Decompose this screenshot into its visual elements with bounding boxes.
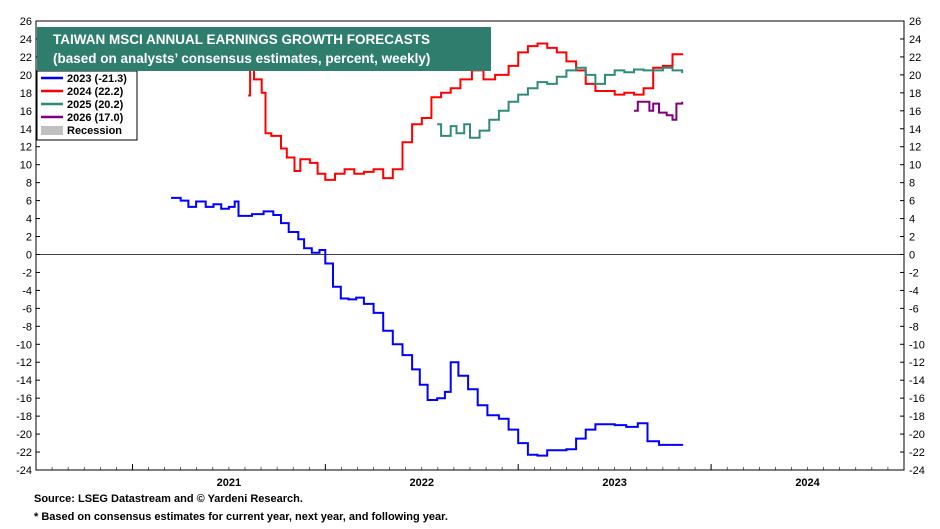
x-tick-label: 2021 xyxy=(217,477,241,489)
y-tick-label-right: 14 xyxy=(909,124,921,136)
y-tick-label-right: 16 xyxy=(909,106,921,118)
y-tick-label-right: -16 xyxy=(909,393,925,405)
y-tick-label-left: 6 xyxy=(26,196,32,208)
x-tick-label: 2023 xyxy=(602,477,626,489)
y-tick-label-right: 22 xyxy=(909,52,921,64)
y-tick-label-left: -20 xyxy=(16,429,32,441)
y-tick-label-right: 4 xyxy=(909,214,915,226)
y-tick-label-right: -4 xyxy=(909,285,919,297)
y-tick-label-left: 18 xyxy=(20,88,32,100)
y-tick-label-left: -22 xyxy=(16,447,32,459)
y-tick-label-right: 12 xyxy=(909,142,921,154)
chart-title-box: TAIWAN MSCI ANNUAL EARNINGS GROWTH FOREC… xyxy=(37,27,491,71)
y-tick-label-right: 24 xyxy=(909,34,921,46)
legend-label: 2026 (17.0) xyxy=(67,112,124,124)
y-tick-label-right: 18 xyxy=(909,88,921,100)
y-tick-label-left: 4 xyxy=(26,214,32,226)
y-tick-label-right: -8 xyxy=(909,321,919,333)
legend-label: 2025 (20.2) xyxy=(67,99,124,111)
y-tick-label-left: -18 xyxy=(16,411,32,423)
legend: 2023 (-21.3)2024 (22.2)2025 (20.2)2026 (… xyxy=(36,70,138,141)
legend-swatch-recession xyxy=(41,126,63,135)
y-tick-label-right: 26 xyxy=(909,16,921,28)
y-tick-label-left: 16 xyxy=(20,106,32,118)
y-axis-left: 26242220181614121086420-2-4-6-8-10-12-14… xyxy=(16,16,40,477)
y-tick-label-left: 20 xyxy=(20,70,32,82)
y-tick-label-left: 14 xyxy=(20,124,32,136)
y-tick-label-right: 10 xyxy=(909,160,921,172)
y-tick-label-right: -12 xyxy=(909,357,925,369)
y-tick-label-right: -14 xyxy=(909,375,925,387)
y-tick-label-right: 8 xyxy=(909,178,915,190)
y-tick-label-left: -8 xyxy=(22,321,32,333)
y-tick-label-left: -2 xyxy=(22,267,32,279)
source-note: Source: LSEG Datastream and © Yardeni Re… xyxy=(34,493,303,505)
y-tick-label-right: 20 xyxy=(909,70,921,82)
footnote: * Based on consensus estimates for curre… xyxy=(34,511,448,523)
y-tick-label-right: 0 xyxy=(909,249,915,261)
y-tick-label-right: -10 xyxy=(909,339,925,351)
chart-title: TAIWAN MSCI ANNUAL EARNINGS GROWTH FOREC… xyxy=(53,32,430,47)
series-group xyxy=(171,42,684,457)
y-tick-label-left: 24 xyxy=(20,34,32,46)
y-tick-label-right: -2 xyxy=(909,267,919,279)
x-axis: 2021 2022 2023 2024 xyxy=(51,464,889,489)
x-tick-label: 2022 xyxy=(410,477,434,489)
y-tick-label-left: -6 xyxy=(22,303,32,315)
y-tick-label-right: -18 xyxy=(909,411,925,423)
y-tick-label-left: 12 xyxy=(20,142,32,154)
y-tick-label-left: 26 xyxy=(20,16,32,28)
y-tick-label-left: -10 xyxy=(16,339,32,351)
y-tick-label-left: -14 xyxy=(16,375,32,387)
y-tick-label-left: -12 xyxy=(16,357,32,369)
legend-label: 2024 (22.2) xyxy=(67,86,124,98)
y-tick-label-left: -16 xyxy=(16,393,32,405)
y-tick-label-left: 22 xyxy=(20,52,32,64)
x-tick-label: 2024 xyxy=(795,477,820,489)
y-tick-label-left: 8 xyxy=(26,178,32,190)
y-tick-label-left: 2 xyxy=(26,232,32,244)
y-tick-label-right: -22 xyxy=(909,447,925,459)
legend-label: Recession xyxy=(67,125,122,137)
legend-label: 2023 (-21.3) xyxy=(67,73,127,85)
series-line-2024 xyxy=(248,42,684,181)
y-axis-right: 26242220181614121086420-2-4-6-8-10-12-14… xyxy=(900,16,925,477)
y-tick-label-right: -6 xyxy=(909,303,919,315)
y-tick-label-right: -24 xyxy=(909,465,925,477)
series-line-2023 xyxy=(171,196,684,457)
y-tick-label-left: 10 xyxy=(20,160,32,172)
y-tick-label-right: 6 xyxy=(909,196,915,208)
y-tick-label-left: -24 xyxy=(16,465,32,477)
y-tick-label-left: 0 xyxy=(26,249,32,261)
y-tick-label-right: 2 xyxy=(909,232,915,244)
y-tick-label-right: -20 xyxy=(909,429,925,441)
series-line-2026 xyxy=(634,100,684,121)
y-tick-label-left: -4 xyxy=(22,285,32,297)
series-line-2025 xyxy=(437,66,684,139)
plot-area xyxy=(35,20,905,471)
chart-subtitle: (based on analysts’ consensus estimates,… xyxy=(53,51,431,66)
